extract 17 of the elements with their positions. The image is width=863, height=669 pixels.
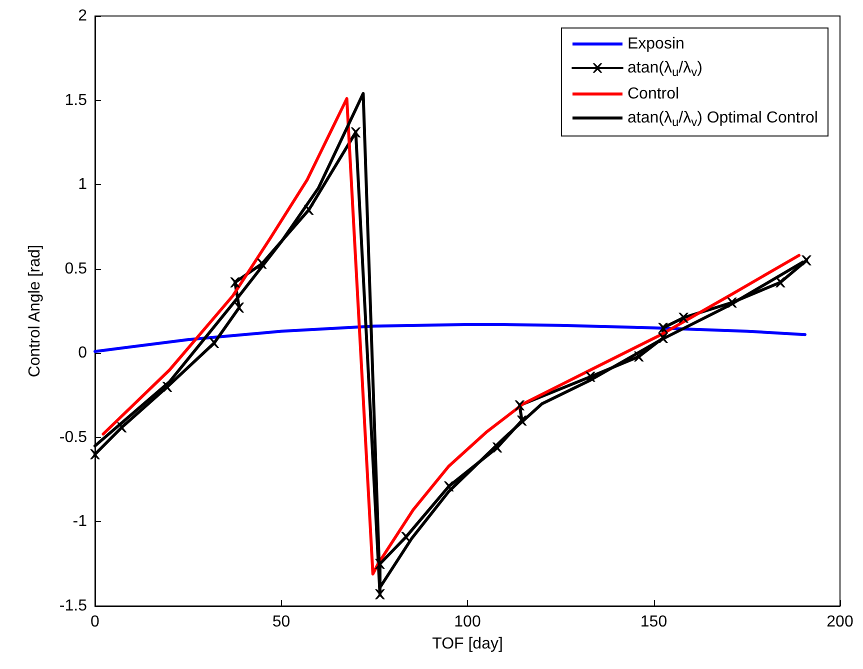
y-tick-label: 1.5 — [64, 92, 88, 109]
y-tick-label: 0.5 — [64, 260, 88, 278]
x-tick-label: 100 — [454, 614, 481, 630]
x-tick-label: 50 — [272, 614, 290, 630]
x-tick-label: 0 — [90, 614, 100, 630]
y-tick-label: 0 — [78, 344, 88, 362]
x-axis-title: TOF [day] — [432, 636, 503, 652]
x-tick-label: 200 — [826, 614, 854, 630]
y-tick-label: -1 — [72, 513, 88, 530]
legend-label: Exposin — [627, 36, 684, 52]
legend-label: Control — [627, 86, 680, 102]
y-tick-label: -1.5 — [59, 598, 88, 614]
y-axis-title: Control Angle [rad] — [26, 244, 44, 378]
y-tick-label: 1 — [78, 176, 88, 194]
x-tick-label: 150 — [640, 614, 668, 630]
y-tick-label: -0.5 — [59, 428, 88, 446]
y-tick-label: 2 — [78, 8, 88, 24]
